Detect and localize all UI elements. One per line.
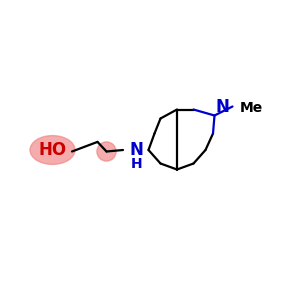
- Ellipse shape: [30, 136, 75, 164]
- Text: H: H: [131, 157, 142, 170]
- Text: HO: HO: [38, 141, 67, 159]
- Circle shape: [97, 142, 116, 161]
- Text: N: N: [130, 141, 143, 159]
- Text: Me: Me: [240, 101, 263, 115]
- Text: N: N: [215, 98, 229, 116]
